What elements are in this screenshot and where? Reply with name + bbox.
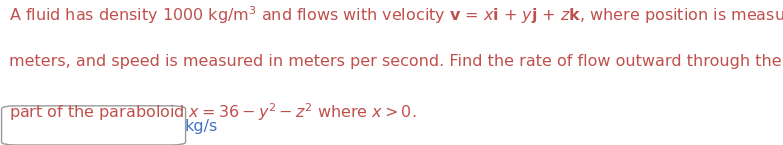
- Text: kg/s: kg/s: [184, 119, 217, 134]
- Text: meters, and speed is measured in meters per second. Find the rate of flow outwar: meters, and speed is measured in meters …: [9, 54, 782, 69]
- Text: A fluid has density 1000 kg/m$^3$ and flows with velocity $\mathbf{v}$ = $x\math: A fluid has density 1000 kg/m$^3$ and fl…: [9, 4, 783, 26]
- Text: part of the paraboloid $x = 36 - y^2 - z^2$ where $x > 0.$: part of the paraboloid $x = 36 - y^2 - z…: [9, 102, 417, 123]
- FancyBboxPatch shape: [2, 106, 186, 145]
